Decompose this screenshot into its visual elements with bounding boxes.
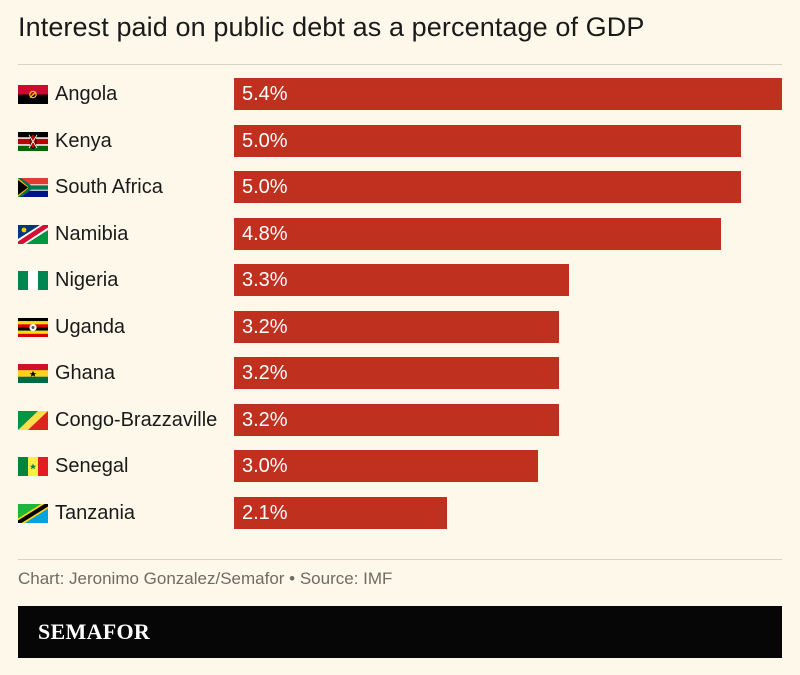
category-label: Ghana bbox=[55, 362, 116, 384]
bottom-divider bbox=[18, 559, 782, 560]
category-label: Tanzania bbox=[55, 501, 136, 524]
bar-row: Ghana 3.2% bbox=[0, 357, 800, 389]
brand-footer: SEMAFOR bbox=[18, 606, 782, 658]
bar bbox=[234, 450, 539, 482]
tanzania-flag-icon bbox=[18, 503, 48, 523]
bar-row: South Africa 5.0% bbox=[0, 171, 800, 203]
top-divider bbox=[18, 64, 782, 65]
source-note: Chart: Jeronimo Gonzalez/Semafor • Sourc… bbox=[18, 569, 393, 588]
bar bbox=[234, 357, 559, 389]
congo-brazzaville-flag-icon bbox=[18, 410, 48, 430]
category-label: Senegal bbox=[55, 455, 129, 477]
bar-row: Angola 5.4% bbox=[0, 78, 800, 110]
data-label: 2.1% bbox=[242, 501, 288, 524]
bar-row: Congo-Brazzaville 3.2% bbox=[0, 403, 800, 436]
category-label: Congo-Brazzaville bbox=[55, 408, 218, 431]
data-label: 3.2% bbox=[242, 315, 288, 338]
bar bbox=[234, 171, 742, 203]
bar bbox=[234, 403, 559, 436]
brand-logo: SEMAFOR bbox=[38, 619, 151, 644]
category-label: Nigeria bbox=[55, 269, 119, 291]
uganda-flag-icon bbox=[18, 317, 48, 337]
category-label: South Africa bbox=[55, 176, 163, 198]
data-label: 5.4% bbox=[242, 83, 288, 105]
category-label: Kenya bbox=[55, 129, 112, 152]
bar bbox=[234, 124, 742, 157]
nigeria-flag-icon bbox=[18, 271, 48, 290]
chart-title: Interest paid on public debt as a percen… bbox=[18, 12, 645, 42]
bar bbox=[234, 310, 559, 343]
south-africa-flag-icon bbox=[18, 178, 48, 197]
data-label: 5.0% bbox=[242, 129, 288, 152]
data-label: 3.3% bbox=[242, 269, 288, 291]
bar bbox=[234, 217, 722, 250]
category-label: Uganda bbox=[55, 315, 126, 338]
data-label: 3.2% bbox=[242, 408, 288, 431]
data-label: 5.0% bbox=[242, 176, 288, 198]
category-label: Angola bbox=[55, 83, 118, 105]
bar-row: Uganda 3.2% bbox=[0, 310, 800, 343]
bar bbox=[234, 78, 782, 110]
data-label: 4.8% bbox=[242, 222, 288, 245]
namibia-flag-icon bbox=[18, 224, 48, 244]
bar bbox=[234, 264, 569, 296]
bar bbox=[234, 496, 448, 529]
bar-chart: Angola 5.4% Kenya 5.0% South Africa 5.0% Namib… bbox=[0, 70, 800, 550]
data-label: 3.0% bbox=[242, 455, 288, 477]
angola-flag-icon bbox=[18, 85, 48, 104]
data-label: 3.2% bbox=[242, 362, 288, 384]
bar-row: Tanzania 2.1% bbox=[0, 496, 800, 529]
kenya-flag-icon bbox=[18, 131, 48, 151]
bar-row: Senegal 3.0% bbox=[0, 450, 800, 482]
bar-row: Nigeria 3.3% bbox=[0, 264, 800, 296]
category-label: Namibia bbox=[55, 222, 129, 245]
bar-row: Kenya 5.0% bbox=[0, 124, 800, 157]
ghana-flag-icon bbox=[18, 364, 48, 383]
bar-row: Namibia 4.8% bbox=[0, 217, 800, 250]
senegal-flag-icon bbox=[18, 457, 48, 476]
